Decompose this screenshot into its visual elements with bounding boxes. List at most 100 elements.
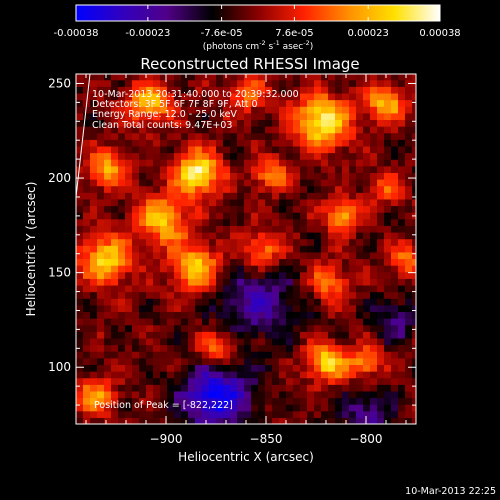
heatmap-cell <box>216 291 224 299</box>
heatmap-cell <box>293 245 301 253</box>
heatmap-cell <box>398 185 406 193</box>
colorbar-ticks: -0.00038 -0.00023 -7.6e-05 7.6e-05 0.00023 0.… <box>54 5 461 39</box>
heatmap-cell <box>398 139 406 147</box>
heatmap-cell <box>237 298 245 306</box>
heatmap-cell <box>118 86 126 94</box>
heatmap-cell <box>174 298 182 306</box>
heatmap-cell <box>356 212 364 220</box>
heatmap-cell <box>216 126 224 134</box>
heatmap-cell <box>118 344 126 352</box>
heatmap-cell <box>111 231 119 240</box>
heatmap-cell <box>104 357 112 365</box>
heatmap-cell <box>153 265 161 273</box>
heatmap-cell <box>97 377 105 385</box>
heatmap-cell <box>188 351 196 359</box>
heatmap-cell <box>398 397 406 405</box>
heatmap-cell <box>370 112 378 120</box>
heatmap-cell <box>223 364 231 372</box>
heatmap-cell <box>356 112 364 120</box>
heatmap-cell <box>216 404 224 412</box>
heatmap-cell <box>104 185 112 193</box>
heatmap-cell <box>356 284 364 293</box>
heatmap-cell <box>223 357 231 365</box>
heatmap-cell <box>272 126 280 134</box>
heatmap-cell <box>328 390 336 399</box>
heatmap-cell <box>237 410 245 418</box>
heatmap-cell <box>188 357 196 365</box>
heatmap-cell <box>153 159 161 167</box>
heatmap-cell <box>377 198 385 207</box>
heatmap-cell <box>202 99 210 107</box>
heatmap-cell <box>251 245 259 253</box>
heatmap-cell <box>167 331 175 339</box>
heatmap-cell <box>146 278 154 286</box>
heatmap-cell <box>370 86 378 94</box>
heatmap-cell <box>328 404 336 412</box>
heatmap-cell <box>300 179 308 187</box>
heatmap-cell <box>118 106 126 114</box>
heatmap-cell <box>125 357 133 365</box>
heatmap-cell <box>188 410 196 418</box>
heatmap-cell <box>90 79 98 87</box>
heatmap-cell <box>293 205 301 213</box>
heatmap-cell <box>314 377 322 385</box>
heatmap-cell <box>405 245 413 253</box>
heatmap-cell <box>111 304 119 313</box>
heatmap-cell <box>216 324 224 332</box>
heatmap-cell <box>146 404 154 412</box>
heatmap-cell <box>139 404 147 412</box>
heatmap-cell <box>251 324 259 332</box>
heatmap-cell <box>90 344 98 352</box>
heatmap-cell <box>174 371 182 379</box>
heatmap-cell <box>342 390 350 399</box>
heatmap-cell <box>335 218 343 226</box>
heatmap-cell <box>356 377 364 385</box>
heatmap-cell <box>202 344 210 352</box>
colorbar-tick-label: 0.00038 <box>419 28 460 39</box>
heatmap-cell <box>349 410 357 418</box>
heatmap-cell <box>195 165 203 173</box>
heatmap-cell <box>342 86 350 94</box>
heatmap-cell <box>139 152 147 160</box>
heatmap-cell <box>139 251 147 260</box>
heatmap-cell <box>370 245 378 253</box>
heatmap-cell <box>90 179 98 187</box>
heatmap-cell <box>279 172 287 180</box>
heatmap-cell <box>251 238 259 246</box>
heatmap-cell <box>160 357 168 365</box>
heatmap-cell <box>307 198 315 207</box>
heatmap-cell <box>293 265 301 273</box>
heatmap-cell <box>104 311 112 319</box>
heatmap-cell <box>174 145 182 154</box>
heatmap-cell <box>118 417 126 424</box>
heatmap-cell <box>83 179 91 187</box>
heatmap-cell <box>286 337 294 346</box>
heatmap-cell <box>335 165 343 173</box>
heatmap-cell <box>118 271 126 279</box>
heatmap-cell <box>230 152 238 160</box>
heatmap-cell <box>377 278 385 286</box>
heatmap-cell <box>174 231 182 240</box>
heatmap-cell <box>258 265 266 273</box>
heatmap-cell <box>118 212 126 220</box>
heatmap-cell <box>349 251 357 260</box>
heatmap-cell <box>97 311 105 319</box>
heatmap-cell <box>90 417 98 424</box>
heatmap-cell <box>209 231 217 240</box>
heatmap-cell <box>223 139 231 147</box>
heatmap-cell <box>237 331 245 339</box>
heatmap-cell <box>76 92 84 101</box>
heatmap-cell <box>328 410 336 418</box>
heatmap-cell <box>307 397 315 405</box>
heatmap-cell <box>223 212 231 220</box>
heatmap-cell <box>153 324 161 332</box>
heatmap-cell <box>307 311 315 319</box>
heatmap-cell <box>349 145 357 154</box>
heatmap-cell <box>139 172 147 180</box>
heatmap-cell <box>279 218 287 226</box>
heatmap-cell <box>251 112 259 120</box>
heatmap-cell <box>188 417 196 424</box>
heatmap-cell <box>300 79 308 87</box>
heatmap-cell <box>363 351 371 359</box>
heatmap-cell <box>181 384 189 392</box>
